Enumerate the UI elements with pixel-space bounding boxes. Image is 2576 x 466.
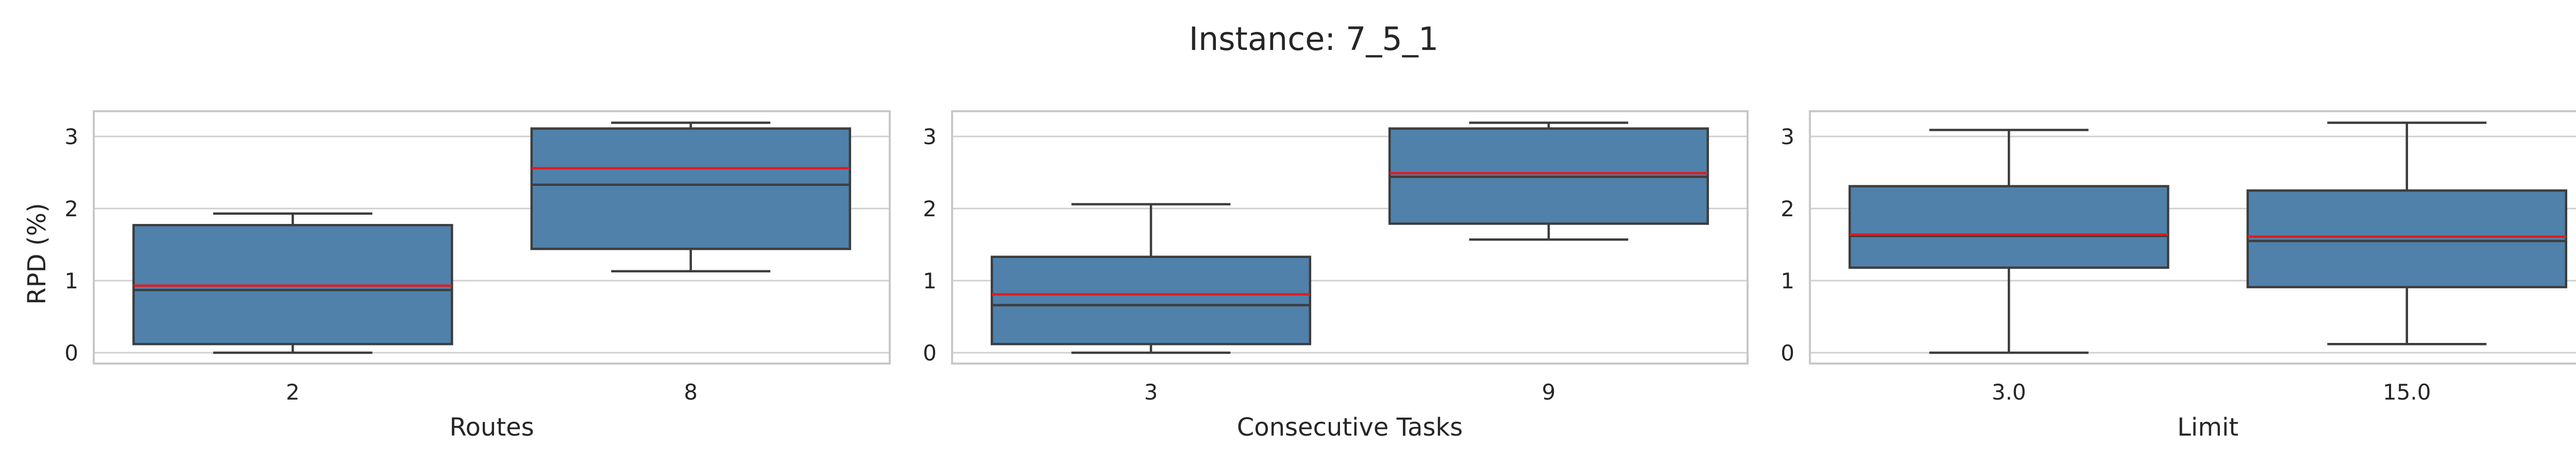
panel-1-frame	[93, 110, 891, 365]
panel-3-box	[2246, 189, 2567, 288]
panel-3-ytick-label: 1	[1781, 268, 1794, 294]
panel-1-ytick-label: 3	[64, 124, 78, 149]
panel-1-ytick-label: 2	[64, 196, 78, 221]
panel-2-ytick-label: 3	[923, 124, 937, 149]
panel-1-xtick-label: 2	[286, 379, 300, 405]
panel-2-xtick-label: 9	[1542, 379, 1556, 405]
panel-3-box	[1849, 185, 2170, 269]
panel-3-frame	[1809, 110, 2576, 365]
panel-2-x-axis-label: Consecutive Tasks	[1237, 413, 1463, 442]
panel-3-ytick-label: 0	[1781, 340, 1794, 366]
panel-1-x-axis-label: Routes	[449, 413, 534, 442]
panel-1-xtick-label: 8	[684, 379, 698, 405]
panel-3-ytick-label: 2	[1781, 196, 1794, 221]
panel-2-ytick-label: 2	[923, 196, 937, 221]
panel-2-xtick-label: 3	[1144, 379, 1158, 405]
figure-title: Instance: 7_5_1	[1189, 20, 1439, 58]
panel-2-box	[990, 255, 1312, 346]
panel-3-xtick-label: 15.0	[2383, 379, 2431, 405]
panel-3-xtick-label: 3.0	[1992, 379, 2026, 405]
panel-2-frame	[951, 110, 1749, 365]
y-axis-label: RPD (%)	[23, 203, 52, 305]
panel-3-x-axis-label: Limit	[2177, 413, 2239, 442]
panel-2-ytick-label: 1	[923, 268, 937, 294]
panel-1-box	[530, 127, 851, 250]
panel-1-ytick-label: 1	[64, 268, 78, 294]
panel-1-ytick-label: 0	[64, 340, 78, 366]
panel-2-ytick-label: 0	[923, 340, 937, 366]
panel-3-ytick-label: 3	[1781, 124, 1794, 149]
